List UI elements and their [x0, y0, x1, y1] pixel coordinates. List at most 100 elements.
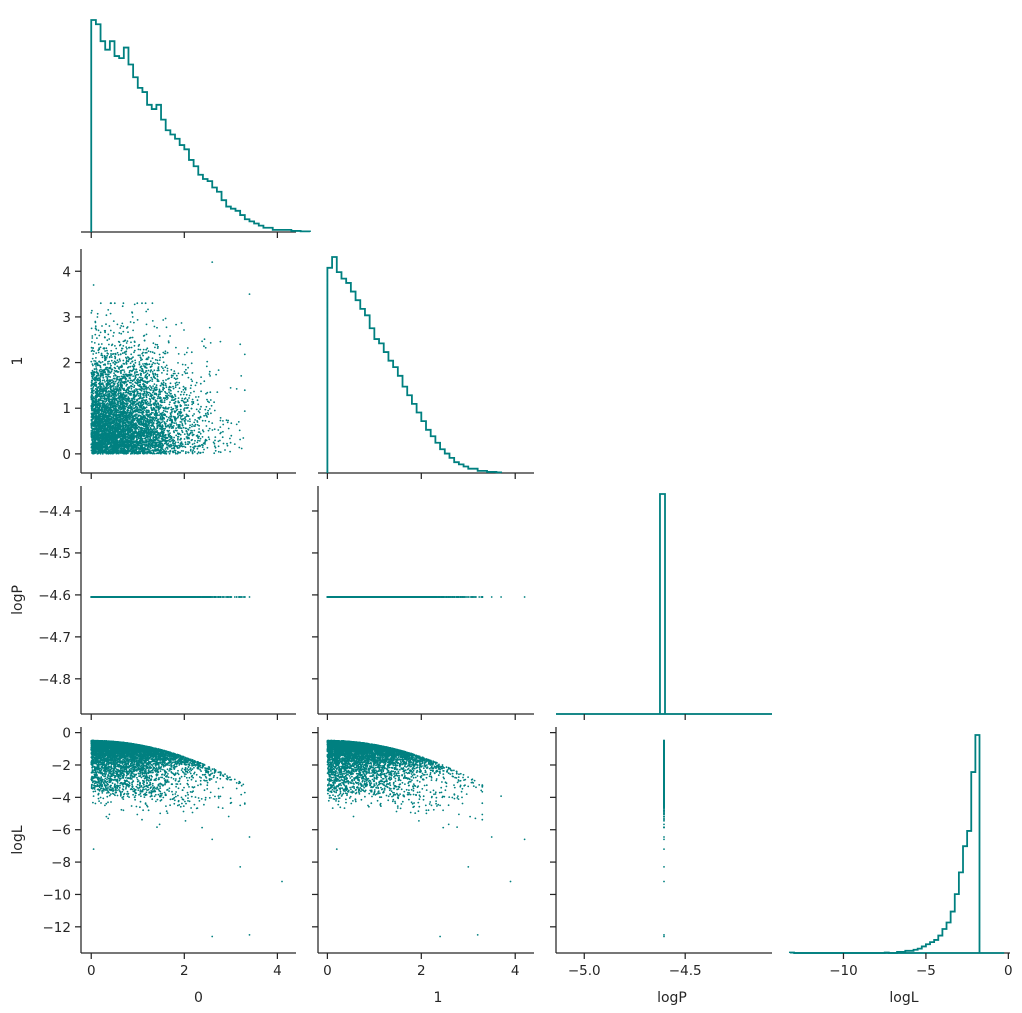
data-point — [146, 444, 148, 446]
data-point — [107, 375, 109, 377]
data-point — [181, 398, 183, 400]
data-point — [122, 345, 124, 347]
data-point — [95, 360, 97, 362]
data-point — [108, 373, 110, 375]
data-point — [214, 440, 216, 442]
data-point — [142, 414, 144, 416]
data-point — [127, 381, 129, 383]
data-point — [124, 371, 126, 373]
data-point — [198, 417, 200, 419]
data-point — [207, 410, 209, 412]
data-point — [138, 349, 140, 351]
data-point — [197, 436, 199, 438]
data-point — [176, 424, 178, 426]
data-point — [119, 358, 121, 360]
data-point — [213, 441, 215, 443]
data-point — [228, 428, 230, 430]
data-point — [146, 388, 148, 390]
data-point — [128, 386, 130, 388]
data-point — [166, 430, 168, 432]
data-point — [159, 389, 161, 391]
data-point — [110, 330, 112, 332]
data-point — [218, 451, 220, 453]
data-point — [165, 434, 167, 436]
data-point — [140, 415, 142, 417]
data-point — [148, 387, 150, 389]
data-point — [150, 377, 152, 379]
data-point — [139, 364, 141, 366]
data-point — [157, 346, 159, 348]
data-point — [209, 408, 211, 410]
data-point — [150, 401, 152, 403]
data-point — [181, 400, 183, 402]
data-point — [129, 382, 131, 384]
data-point — [190, 430, 192, 432]
data-point — [187, 420, 189, 422]
data-point — [180, 413, 182, 415]
data-point — [177, 384, 179, 386]
data-point — [98, 361, 100, 363]
data-point — [224, 449, 226, 451]
data-point — [176, 430, 178, 432]
data-point — [118, 368, 120, 370]
data-point — [111, 393, 113, 395]
data-point — [172, 440, 174, 442]
data-point — [165, 385, 167, 387]
data-point — [126, 348, 128, 350]
data-point — [106, 378, 108, 380]
data-point — [160, 447, 162, 449]
data-point — [120, 354, 122, 356]
data-point — [91, 399, 93, 401]
data-point — [170, 409, 172, 411]
data-point — [186, 432, 188, 434]
data-point — [190, 379, 192, 381]
data-point — [163, 382, 165, 384]
data-point — [103, 410, 105, 412]
data-point — [236, 388, 238, 390]
data-point — [184, 371, 186, 373]
data-point — [115, 348, 117, 350]
data-point — [178, 436, 180, 438]
data-point — [167, 448, 169, 450]
data-point — [209, 375, 211, 377]
data-point — [149, 398, 151, 400]
data-point — [145, 302, 147, 304]
data-point — [106, 374, 108, 376]
data-point — [114, 345, 116, 347]
data-point — [113, 417, 115, 419]
data-point — [209, 373, 211, 375]
data-point — [144, 340, 146, 342]
data-point — [155, 446, 157, 448]
data-point — [112, 362, 114, 364]
data-point — [175, 398, 177, 400]
data-point — [218, 440, 220, 442]
data-point — [132, 356, 134, 358]
data-point — [147, 309, 149, 311]
data-point — [145, 381, 147, 383]
data-point — [159, 453, 161, 455]
data-point — [137, 436, 139, 438]
data-point — [98, 330, 100, 332]
data-point — [135, 423, 137, 425]
data-point — [159, 335, 161, 337]
data-point — [135, 404, 137, 406]
data-point — [118, 354, 120, 356]
data-point — [177, 402, 179, 404]
data-point — [240, 375, 242, 377]
data-point — [126, 342, 128, 344]
data-point — [178, 353, 180, 355]
data-point — [114, 386, 116, 388]
data-point — [125, 451, 127, 453]
data-point — [118, 332, 120, 334]
data-point — [193, 391, 195, 393]
data-point — [185, 446, 187, 448]
data-point — [175, 347, 177, 349]
data-point — [175, 382, 177, 384]
data-point — [127, 340, 129, 342]
data-point — [206, 399, 208, 401]
data-point — [174, 377, 176, 379]
data-point — [155, 374, 157, 376]
data-point — [230, 442, 232, 444]
data-point — [161, 405, 163, 407]
data-point — [172, 386, 174, 388]
